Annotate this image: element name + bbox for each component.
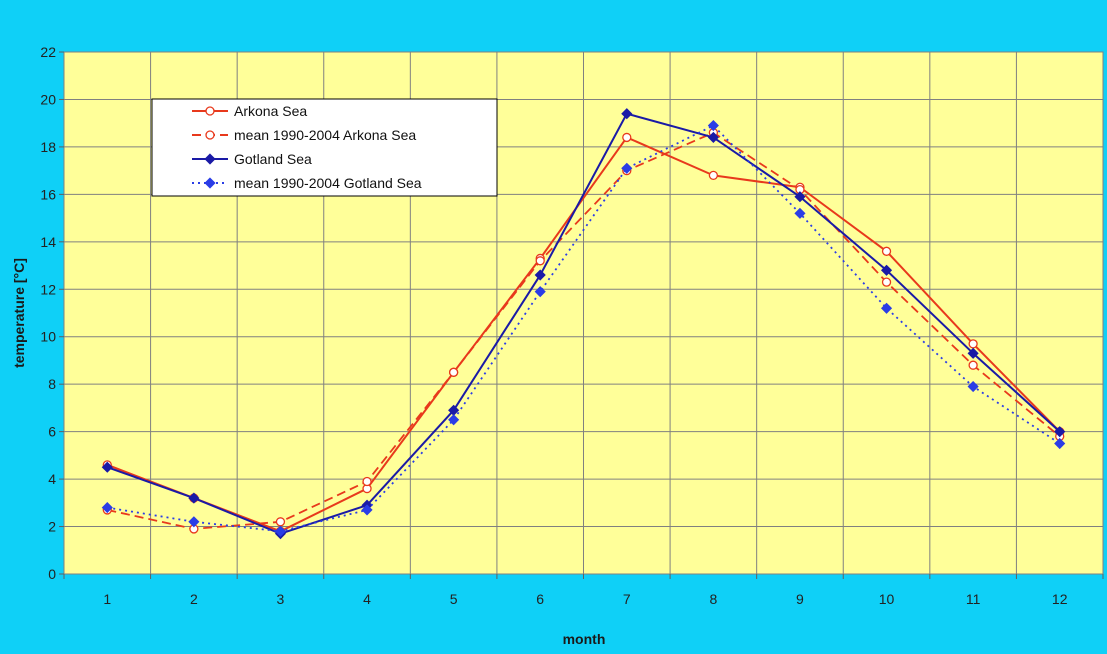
y-tick-label: 0: [48, 566, 56, 582]
x-tick-label: 7: [623, 591, 631, 607]
y-axis-label: temperature [°C]: [11, 258, 27, 368]
data-point: [968, 360, 978, 370]
data-point: [968, 339, 978, 349]
x-tick-label: 10: [879, 591, 895, 607]
y-tick-label: 2: [48, 519, 56, 535]
series-2: [101, 108, 1066, 540]
y-tick-label: 20: [40, 91, 56, 107]
y-tick-label: 18: [40, 139, 56, 155]
x-tick-label: 6: [536, 591, 544, 607]
data-point: [101, 461, 113, 473]
y-tick-label: 4: [48, 471, 56, 487]
legend-label: Arkona Sea: [234, 103, 307, 119]
data-point: [621, 162, 633, 174]
y-tick-label: 22: [40, 44, 56, 60]
x-tick-label: 3: [277, 591, 285, 607]
legend-swatch-marker: [205, 106, 215, 116]
y-tick-label: 14: [40, 234, 56, 250]
data-point: [881, 246, 892, 256]
data-point: [361, 504, 373, 516]
data-point: [707, 119, 719, 132]
data-point: [707, 131, 719, 143]
data-point: [188, 492, 200, 504]
x-tick-label: 1: [103, 591, 111, 607]
series-line: [106, 136, 1061, 533]
y-tick-label: 6: [48, 424, 56, 440]
series-line: [106, 112, 1061, 535]
data-point: [708, 170, 719, 181]
legend-label: mean 1990-2004 Gotland Sea: [234, 175, 422, 191]
data-point: [534, 286, 546, 298]
data-point: [1054, 426, 1066, 438]
x-axis-label: month: [563, 631, 606, 647]
legend-swatch-marker: [205, 130, 215, 140]
data-point: [1054, 437, 1066, 450]
data-point: [880, 264, 893, 276]
y-tick-label: 12: [40, 281, 56, 297]
data-point: [621, 108, 633, 120]
x-tick-label: 4: [363, 591, 371, 607]
data-point: [794, 191, 806, 203]
legend-item: mean 1990-2004 Gotland Sea: [192, 175, 422, 191]
data-point: [534, 269, 546, 281]
data-point: [188, 516, 200, 528]
legend-label: Gotland Sea: [234, 151, 312, 167]
y-tick-label: 16: [40, 186, 56, 202]
legend-item: Gotland Sea: [192, 151, 312, 167]
data-point: [275, 517, 286, 527]
series-line: [107, 124, 1061, 533]
data-point: [448, 367, 459, 377]
data-point: [880, 302, 893, 314]
y-tick-label: 8: [48, 376, 56, 392]
data-point: [362, 476, 372, 487]
data-point: [535, 256, 545, 266]
x-tick-label: 5: [450, 591, 458, 607]
data-point: [274, 525, 287, 537]
x-tick-label: 11: [966, 591, 981, 607]
data-point: [967, 380, 979, 393]
legend: Arkona Sea mean 1990-2004 Arkona Sea Gotla…: [151, 98, 498, 197]
x-tick-label: 8: [709, 591, 717, 607]
series-line: [107, 131, 1061, 530]
data-point: [794, 207, 806, 219]
data-point: [448, 414, 460, 426]
legend-swatch-marker: [204, 177, 216, 189]
x-tick-label: 2: [190, 591, 198, 607]
legend-item: mean 1990-2004 Arkona Sea: [192, 127, 416, 143]
data-point: [967, 347, 979, 359]
legend-label: mean 1990-2004 Arkona Sea: [234, 127, 416, 143]
legend-swatch-marker: [204, 153, 216, 165]
legend-item: Arkona Sea: [192, 103, 307, 119]
x-tick-label: 12: [1052, 591, 1068, 607]
series-group: [101, 108, 1066, 540]
y-tick-label: 10: [40, 329, 56, 345]
data-point: [101, 501, 113, 514]
data-point: [622, 132, 632, 143]
x-tick-label: 9: [796, 591, 804, 607]
data-point: [881, 277, 892, 287]
series-3: [101, 119, 1066, 537]
